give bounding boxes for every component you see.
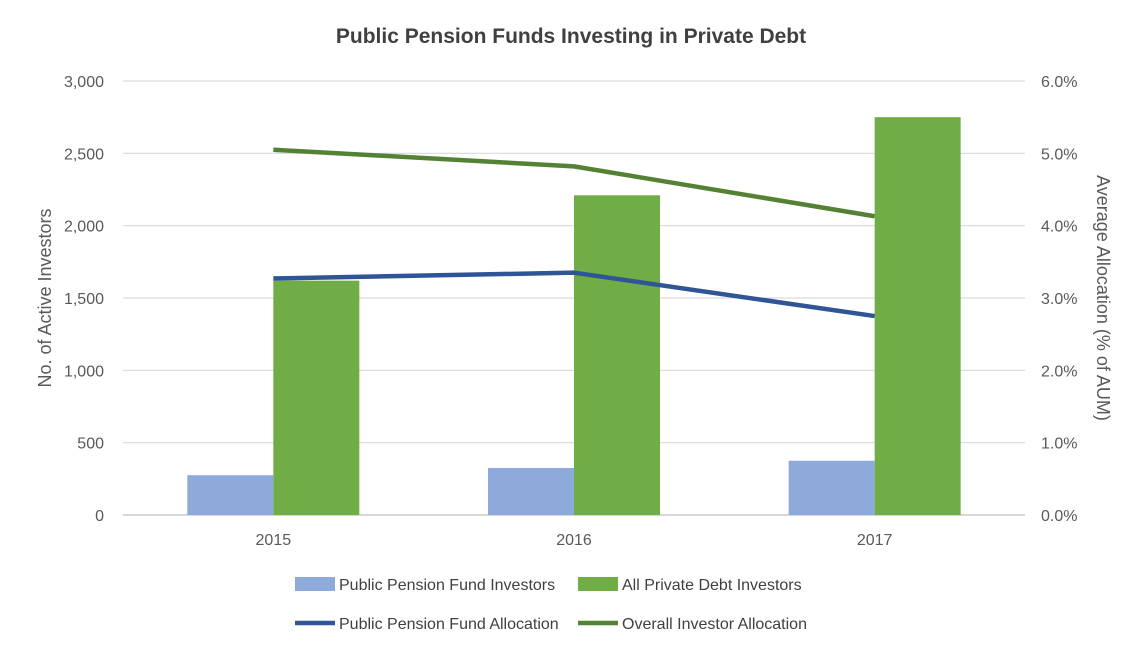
y-tick-label: 1,000 — [64, 363, 104, 380]
bar — [187, 475, 274, 515]
legend-label: Overall Investor Allocation — [622, 616, 807, 633]
y-axis-title: No. of Active Investors — [35, 208, 55, 387]
legend-swatch — [578, 577, 618, 591]
y-tick-label: 500 — [77, 436, 104, 453]
bar — [574, 195, 660, 515]
y-tick-label: 0 — [95, 508, 104, 525]
series-line — [273, 147, 876, 219]
left-axis-ticks: 0 500 1,000 1,500 2,000 2,500 3,000 — [64, 74, 104, 525]
bar — [874, 117, 961, 516]
y2-axis-title: Average Allocation (% of AUM) — [1093, 175, 1113, 421]
y2-tick-label: 4.0% — [1041, 219, 1077, 236]
bar-series — [187, 117, 961, 516]
line-series — [273, 147, 876, 319]
legend: Public Pension Fund Investors All Private… — [295, 577, 807, 633]
right-axis-ticks: 0.0% 1.0% 2.0% 3.0% 4.0% 5.0% 6.0% — [1041, 74, 1077, 525]
y2-tick-label: 3.0% — [1041, 291, 1077, 308]
legend-label: All Private Debt Investors — [622, 577, 802, 594]
chart-title: Public Pension Funds Investing in Privat… — [336, 25, 806, 48]
y2-tick-label: 0.0% — [1041, 508, 1077, 525]
x-tick-label: 2017 — [857, 532, 893, 549]
y2-tick-label: 5.0% — [1041, 146, 1077, 163]
y-tick-label: 1,500 — [64, 291, 104, 308]
y2-tick-label: 1.0% — [1041, 436, 1077, 453]
series-line — [273, 270, 875, 319]
y-tick-label: 2,500 — [64, 146, 104, 163]
x-tick-label: 2015 — [256, 532, 292, 549]
y-tick-label: 3,000 — [64, 74, 104, 91]
y2-tick-label: 6.0% — [1041, 74, 1077, 91]
legend-label: Public Pension Fund Investors — [339, 577, 555, 594]
y2-tick-label: 2.0% — [1041, 363, 1077, 380]
legend-swatch — [295, 577, 335, 591]
bar — [788, 460, 875, 515]
legend-label: Public Pension Fund Allocation — [339, 616, 559, 633]
y-tick-label: 2,000 — [64, 219, 104, 236]
bar — [488, 467, 574, 515]
x-tick-label: 2016 — [556, 532, 592, 549]
x-axis-ticks: 2015 2016 2017 — [256, 532, 893, 549]
bar — [273, 280, 360, 515]
